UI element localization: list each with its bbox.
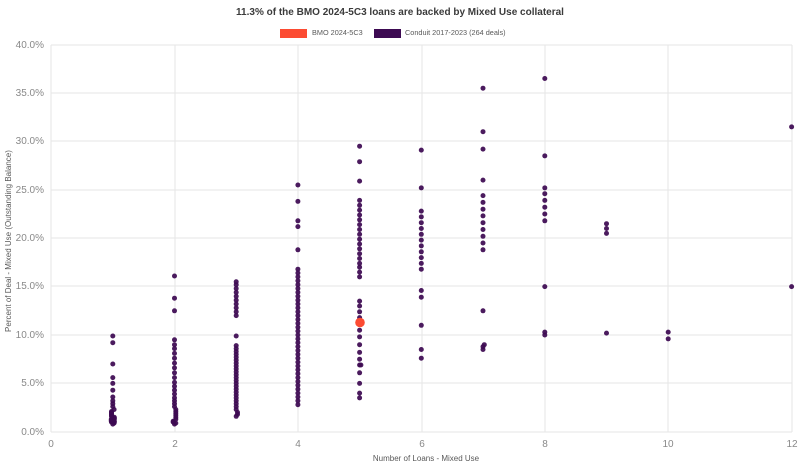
svg-text:10.0%: 10.0% <box>16 330 44 341</box>
svg-text:20.0%: 20.0% <box>16 233 44 244</box>
svg-text:0: 0 <box>48 439 54 450</box>
svg-text:2: 2 <box>172 439 178 450</box>
svg-text:4: 4 <box>295 439 301 450</box>
svg-text:0.0%: 0.0% <box>21 427 44 438</box>
svg-text:40.0%: 40.0% <box>16 40 44 51</box>
svg-text:10: 10 <box>662 439 674 450</box>
svg-text:Number of Loans - Mixed Use: Number of Loans - Mixed Use <box>373 454 480 463</box>
svg-text:35.0%: 35.0% <box>16 88 44 99</box>
svg-text:6: 6 <box>419 439 425 450</box>
svg-text:8: 8 <box>542 439 548 450</box>
svg-text:25.0%: 25.0% <box>16 185 44 196</box>
svg-text:15.0%: 15.0% <box>16 281 44 292</box>
svg-text:Percent of Deal - Mixed Use (O: Percent of Deal - Mixed Use (Outstanding… <box>4 150 13 332</box>
svg-text:30.0%: 30.0% <box>16 136 44 147</box>
svg-text:12: 12 <box>786 439 798 450</box>
svg-text:5.0%: 5.0% <box>21 378 44 389</box>
